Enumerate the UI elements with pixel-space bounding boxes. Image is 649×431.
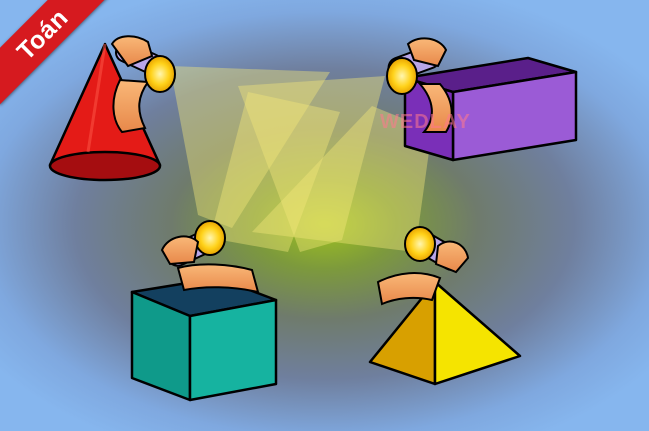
- hand-icon: [434, 240, 470, 274]
- hand-icon: [110, 35, 154, 68]
- beam-bottom-left: [210, 92, 340, 252]
- pyramid-shape: [368, 280, 522, 386]
- beam-bottom-right: [252, 106, 432, 252]
- beam-top-left: [170, 66, 330, 228]
- light-beams: [170, 66, 432, 252]
- cube-shape: [130, 276, 278, 402]
- flashlight-icon: [160, 220, 260, 294]
- flashlight-icon: [386, 37, 453, 133]
- watermark: WEDLAY: [380, 111, 471, 133]
- flashlight-icon: [376, 226, 470, 306]
- flashlight-icon: [110, 35, 176, 134]
- beam-top-right: [238, 76, 385, 252]
- hand-icon: [406, 37, 448, 68]
- rectangular-prism-shape: [403, 56, 578, 162]
- hand-icon: [160, 235, 200, 266]
- cone-shape: [48, 42, 162, 182]
